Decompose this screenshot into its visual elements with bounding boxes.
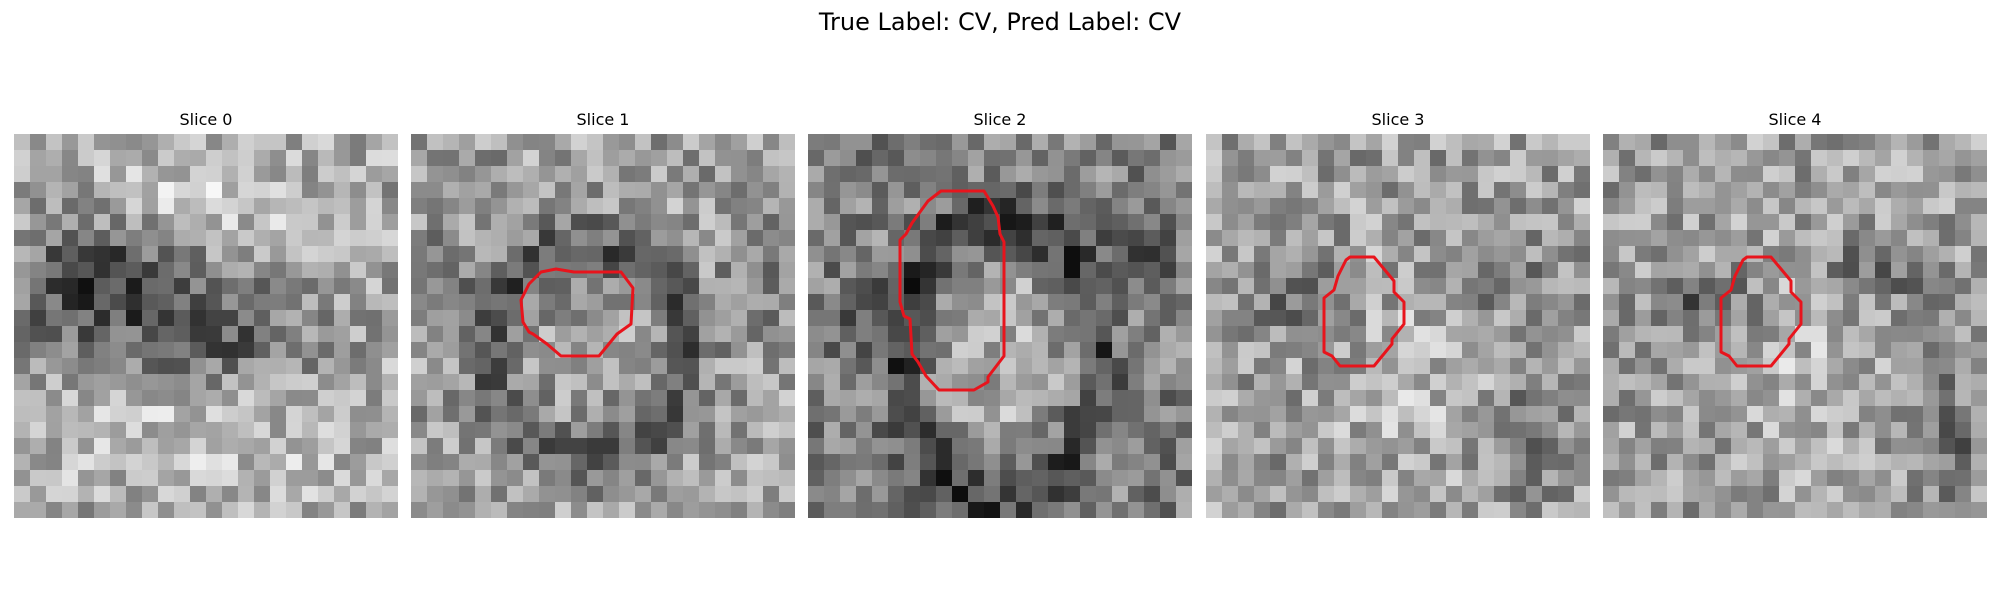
slice-image — [1206, 134, 1590, 518]
slice-panel-1: Slice 1 — [411, 108, 795, 524]
segmentation-contour — [1322, 255, 1406, 368]
segmentation-contour — [519, 267, 635, 358]
segmentation-contour — [1719, 255, 1803, 368]
slice-title: Slice 3 — [1371, 110, 1425, 129]
slice-panel-4: Slice 4 — [1603, 108, 1987, 524]
slice-panel-2: Slice 2 — [808, 108, 1192, 524]
slice-panel-3: Slice 3 — [1206, 108, 1590, 524]
slice-title: Slice 4 — [1768, 110, 1822, 129]
slice-image — [1603, 134, 1987, 518]
figure-title: True Label: CV, Pred Label: CV — [818, 8, 1182, 36]
slice-image — [808, 134, 1192, 518]
slice-panel-0: Slice 0 — [14, 108, 398, 524]
slice-image — [14, 134, 398, 518]
slice-title: Slice 0 — [179, 110, 233, 129]
slice-title: Slice 2 — [973, 110, 1027, 129]
slice-image — [411, 134, 795, 518]
segmentation-contour — [898, 189, 1006, 392]
slice-title: Slice 1 — [576, 110, 630, 129]
